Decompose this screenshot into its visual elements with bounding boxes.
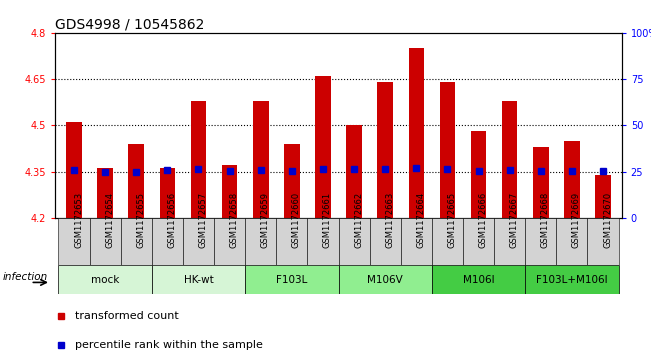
Bar: [401, 218, 432, 265]
Text: GSM1172660: GSM1172660: [292, 192, 301, 248]
Text: infection: infection: [3, 272, 48, 282]
Bar: [245, 218, 276, 265]
Text: M106I: M106I: [463, 274, 494, 285]
Bar: [152, 265, 245, 294]
Bar: [128, 144, 144, 218]
Text: GSM1172653: GSM1172653: [74, 192, 83, 248]
Text: F103L: F103L: [276, 274, 307, 285]
Text: GSM1172667: GSM1172667: [510, 192, 519, 248]
Text: percentile rank within the sample: percentile rank within the sample: [75, 340, 263, 350]
Bar: [494, 218, 525, 265]
Text: GSM1172670: GSM1172670: [603, 192, 612, 248]
Text: GSM1172659: GSM1172659: [260, 192, 270, 248]
Text: GSM1172665: GSM1172665: [447, 192, 456, 248]
Text: GDS4998 / 10545862: GDS4998 / 10545862: [55, 17, 204, 32]
Bar: [315, 76, 331, 218]
Text: F103L+M106I: F103L+M106I: [536, 274, 608, 285]
Bar: [253, 101, 268, 218]
Text: GSM1172655: GSM1172655: [136, 192, 145, 248]
Bar: [339, 265, 432, 294]
Bar: [120, 218, 152, 265]
Bar: [59, 265, 152, 294]
Bar: [557, 218, 587, 265]
Bar: [152, 218, 183, 265]
Text: transformed count: transformed count: [75, 311, 179, 321]
Text: GSM1172664: GSM1172664: [417, 192, 425, 248]
Bar: [463, 218, 494, 265]
Bar: [159, 168, 175, 218]
Text: GSM1172668: GSM1172668: [541, 192, 550, 248]
Bar: [191, 101, 206, 218]
Bar: [432, 218, 463, 265]
Bar: [432, 265, 525, 294]
Text: GSM1172657: GSM1172657: [199, 192, 208, 248]
Bar: [525, 218, 557, 265]
Text: GSM1172663: GSM1172663: [385, 192, 395, 248]
Text: M106V: M106V: [367, 274, 403, 285]
Bar: [90, 218, 120, 265]
Text: GSM1172666: GSM1172666: [478, 192, 488, 248]
Bar: [245, 265, 339, 294]
Bar: [276, 218, 307, 265]
Bar: [471, 131, 486, 218]
Bar: [98, 168, 113, 218]
Bar: [307, 218, 339, 265]
Bar: [346, 125, 362, 218]
Bar: [525, 265, 618, 294]
Bar: [533, 147, 549, 218]
Text: GSM1172654: GSM1172654: [105, 192, 114, 248]
Bar: [587, 218, 618, 265]
Bar: [66, 122, 82, 218]
Bar: [370, 218, 401, 265]
Bar: [183, 218, 214, 265]
Bar: [339, 218, 370, 265]
Text: GSM1172658: GSM1172658: [230, 192, 239, 248]
Bar: [409, 48, 424, 218]
Bar: [59, 218, 90, 265]
Bar: [439, 82, 455, 218]
Bar: [595, 175, 611, 218]
Text: GSM1172669: GSM1172669: [572, 192, 581, 248]
Text: GSM1172656: GSM1172656: [167, 192, 176, 248]
Text: GSM1172662: GSM1172662: [354, 192, 363, 248]
Bar: [214, 218, 245, 265]
Bar: [502, 101, 518, 218]
Bar: [284, 144, 299, 218]
Bar: [564, 140, 579, 218]
Text: HK-wt: HK-wt: [184, 274, 214, 285]
Bar: [378, 82, 393, 218]
Text: GSM1172661: GSM1172661: [323, 192, 332, 248]
Bar: [222, 165, 238, 218]
Text: mock: mock: [91, 274, 119, 285]
